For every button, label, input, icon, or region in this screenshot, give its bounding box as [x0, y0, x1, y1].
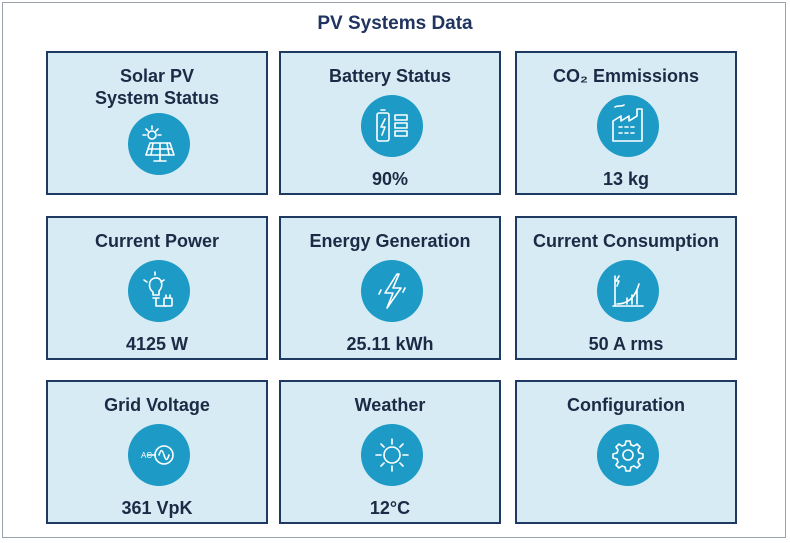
tile[interactable]: Current Power 4125 W [46, 216, 268, 360]
bulb-icon [128, 260, 190, 322]
solar-icon [128, 113, 190, 175]
sun-icon [361, 424, 423, 486]
consumption-icon [597, 260, 659, 322]
battery-icon [361, 95, 423, 157]
tile-value: 13 kg [602, 169, 650, 189]
tile[interactable]: CO₂ Emmissions 13 kg [515, 51, 737, 195]
svg-text:AC: AC [141, 451, 152, 460]
tile-value: 90% [371, 169, 409, 189]
tile[interactable]: Energy Generation 25.11 kWh [279, 216, 501, 360]
tile-value: 4125 W [125, 334, 189, 354]
factory-icon [597, 95, 659, 157]
tile-label: Weather [354, 395, 426, 415]
tile[interactable]: Configuration [515, 380, 737, 524]
tile-value: 25.11 kWh [346, 334, 434, 354]
tile-label: Current Power [94, 231, 220, 251]
tile[interactable]: Current Consumption 50 A rms [515, 216, 737, 360]
tile-label: CO₂ Emmissions [552, 66, 700, 86]
tile-value: 50 A rms [588, 334, 664, 354]
tile-label: Configuration [567, 395, 685, 415]
tile[interactable]: Grid Voltage AC 361 VpK [46, 380, 268, 524]
tile-label: Energy Generation [309, 231, 471, 251]
tile-label: Battery Status [328, 66, 452, 86]
gear-icon [597, 424, 659, 486]
tile[interactable]: Solar PV System Status [46, 51, 268, 195]
tile-value: 361 VpK [121, 498, 193, 518]
frame [2, 2, 786, 538]
tile-value: 12°C [369, 498, 411, 518]
tile[interactable]: Weather 12°C [279, 380, 501, 524]
tile[interactable]: Battery Status 90% [279, 51, 501, 195]
tile-label: Current Consumption [533, 231, 719, 251]
page-title: PV Systems Data [317, 13, 473, 34]
ac-icon: AC [128, 424, 190, 486]
tile-label: Grid Voltage [104, 395, 210, 415]
tile-label: Solar PV System Status [94, 66, 220, 108]
lightning-icon [361, 260, 423, 322]
